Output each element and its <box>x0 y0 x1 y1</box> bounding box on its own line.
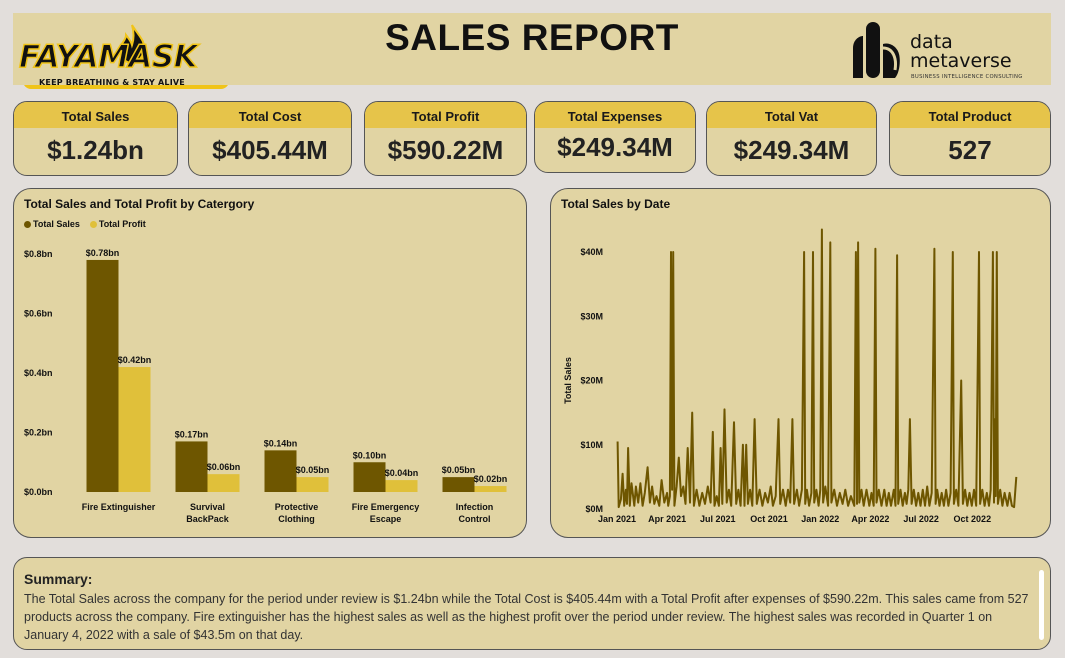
legend-swatch <box>24 220 31 228</box>
x-tick-label: Jan 2021 <box>598 514 636 524</box>
summary-scrollbar[interactable] <box>1039 570 1044 640</box>
chart-title: Total Sales by Date <box>561 197 671 211</box>
legend-label: Total Profit <box>98 219 146 229</box>
data-label: $0.05bn <box>442 465 476 475</box>
legend-item-profit[interactable]: Total Profit <box>89 219 146 229</box>
summary-panel: Summary: The Total Sales across the comp… <box>13 557 1051 650</box>
data-label: $0.42bn <box>118 355 152 365</box>
line-chart: $0M $10M $20M $30M $40M Total Sales Jan 2021 Ap… <box>563 228 1018 524</box>
kpi-label: Total Profit <box>365 102 526 128</box>
chart-legend: Total Sales Total Profit <box>24 219 146 229</box>
x-tick-label: Clothing <box>278 514 315 524</box>
legend-item-sales[interactable]: Total Sales <box>24 219 80 229</box>
summary-text: The Total Sales across the company for t… <box>24 592 1029 642</box>
bar-total-profit <box>296 477 329 492</box>
x-tick-label: Fire Emergency <box>352 502 420 512</box>
kpi-value: $249.34M <box>733 135 850 165</box>
bar-total-profit <box>118 367 151 492</box>
bar-total-profit <box>385 480 418 492</box>
y-tick-label: $0.6bn <box>24 309 53 319</box>
kpi-value: $590.22M <box>387 135 504 165</box>
data-label: $0.05bn <box>296 465 330 475</box>
partner-subtitle: BUSINESS INTELLIGENCE CONSULTING <box>911 74 1023 80</box>
bar-total-profit <box>474 486 507 492</box>
y-tick-label: $0.8bn <box>24 249 53 259</box>
bar-total-sales <box>442 477 475 492</box>
bar-total-profit <box>207 474 240 492</box>
legend-swatch <box>89 220 97 228</box>
sales-profit-by-category-panel: Total Sales and Total Profit by Catergor… <box>13 188 527 538</box>
bar-total-sales <box>175 441 208 492</box>
x-tick-label: Oct 2022 <box>954 514 992 524</box>
partner-word-data: data <box>910 31 953 53</box>
bar-total-sales <box>353 462 386 492</box>
y-tick-label: $40M <box>580 247 603 257</box>
x-tick-label: Oct 2021 <box>750 514 788 524</box>
x-tick-label: Jul 2021 <box>700 514 736 524</box>
kpi-label: Total Sales <box>14 102 177 128</box>
x-tick-label: Protective <box>275 502 319 512</box>
kpi-total-vat: Total Vat $249.34M <box>706 101 877 176</box>
y-tick-label: $0M <box>585 504 603 514</box>
y-tick-label: $20M <box>580 376 603 386</box>
kpi-label: Total Cost <box>189 102 351 128</box>
chart-title: Total Sales and Total Profit by Catergor… <box>24 197 255 211</box>
legend-label: Total Sales <box>33 219 80 229</box>
summary-title: Summary: <box>24 571 93 587</box>
kpi-total-profit: Total Profit $590.22M <box>364 101 527 176</box>
y-axis-title: Total Sales <box>563 357 573 404</box>
brand-name: FAYAMASK <box>18 38 198 76</box>
data-label: $0.17bn <box>175 429 209 439</box>
flame-icon <box>118 24 146 65</box>
brand-tagline: KEEP BREATHING & STAY ALIVE <box>39 78 185 87</box>
x-tick-label: Fire Extinguisher <box>82 502 156 512</box>
report-header: FAYAMASK KEEP BREATHING & STAY ALIVE SAL… <box>13 13 1051 89</box>
fayamask-logo: FAYAMASK KEEP BREATHING & STAY ALIVE <box>17 23 232 89</box>
kpi-label: Total Product <box>890 102 1050 128</box>
data-label: $0.78bn <box>86 248 120 258</box>
bar-total-sales <box>86 259 119 492</box>
data-label: $0.10bn <box>353 450 387 460</box>
bar-chart: $0.0bn $0.2bn $0.4bn $0.6bn $0.8bn $0.78bn $0.… <box>24 248 508 524</box>
sales-line <box>616 228 1018 509</box>
x-tick-label: Control <box>459 514 491 524</box>
x-tick-label: Escape <box>370 514 402 524</box>
y-tick-label: $0.0bn <box>24 487 53 497</box>
kpi-value: $1.24bn <box>47 135 144 165</box>
data-metaverse-mark-icon <box>853 22 900 78</box>
data-label: $0.14bn <box>264 438 298 448</box>
partner-word-metaverse: metaverse <box>910 50 1012 72</box>
x-tick-label: Jul 2022 <box>903 514 939 524</box>
y-tick-label: $10M <box>580 440 603 450</box>
x-tick-label: Apr 2022 <box>851 514 889 524</box>
x-tick-label: BackPack <box>186 514 230 524</box>
kpi-value: 527 <box>948 135 992 165</box>
x-tick-label: Infection <box>456 502 494 512</box>
page-title: SALES REPORT <box>385 17 679 58</box>
bar-total-sales <box>264 450 297 492</box>
data-label: $0.04bn <box>385 468 419 478</box>
y-tick-label: $30M <box>580 311 603 321</box>
kpi-label: Total Vat <box>707 102 876 128</box>
x-tick-label: Survival <box>190 502 225 512</box>
y-tick-label: $0.4bn <box>24 368 53 378</box>
data-label: $0.06bn <box>207 462 241 472</box>
kpi-value: $405.44M <box>212 135 328 165</box>
data-label: $0.02bn <box>474 474 508 484</box>
x-tick-label: Apr 2021 <box>648 514 686 524</box>
kpi-label: Total Expenses <box>535 102 695 128</box>
data-metaverse-logo: data metaverse BUSINESS INTELLIGENCE CON… <box>831 13 1051 85</box>
kpi-total-cost: Total Cost $405.44M <box>188 101 352 176</box>
kpi-total-expenses: Total Expenses $249.34M <box>534 101 696 173</box>
kpi-value: $249.34M <box>557 132 673 162</box>
sales-by-date-panel: Total Sales by Date $0M $10M $20M $30M $40M T… <box>550 188 1051 538</box>
kpi-total-sales: Total Sales $1.24bn <box>13 101 178 176</box>
y-tick-label: $0.2bn <box>24 428 53 438</box>
x-tick-label: Jan 2022 <box>801 514 839 524</box>
kpi-total-product: Total Product 527 <box>889 101 1051 176</box>
